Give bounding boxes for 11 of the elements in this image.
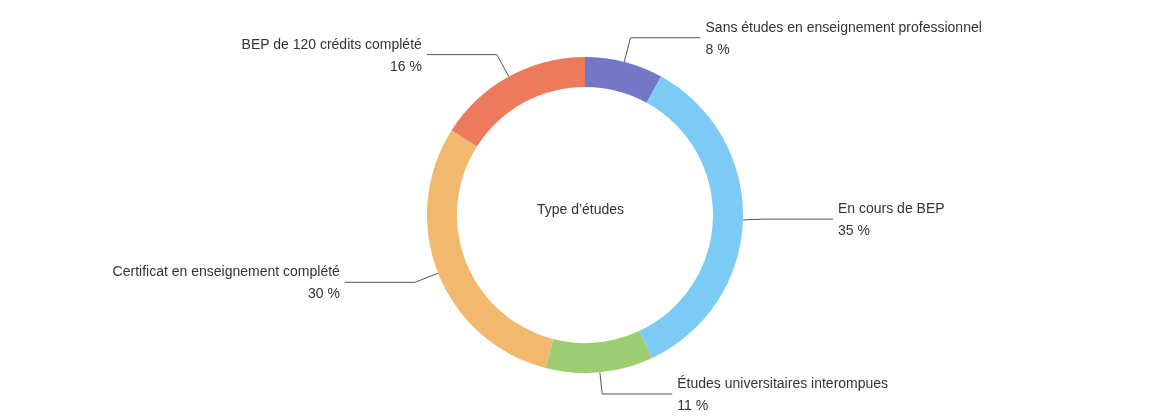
slice-label: Certificat en enseignement complété	[112, 263, 341, 280]
data-label: 30 %	[307, 285, 340, 302]
slice-label: En cours de BEP	[837, 200, 945, 217]
data-label: 35 %	[837, 222, 870, 239]
data-label: 16 %	[389, 57, 422, 74]
slice-label: Études universitaires interompues	[677, 375, 889, 391]
data-label: 11 %	[677, 397, 709, 413]
data-label: 8 %	[705, 40, 730, 57]
slice-label: Sans études en enseignement professionnel	[705, 18, 982, 35]
slice-label: BEP de 120 crédits complété	[241, 35, 423, 52]
text: Type d’études	[536, 200, 625, 217]
